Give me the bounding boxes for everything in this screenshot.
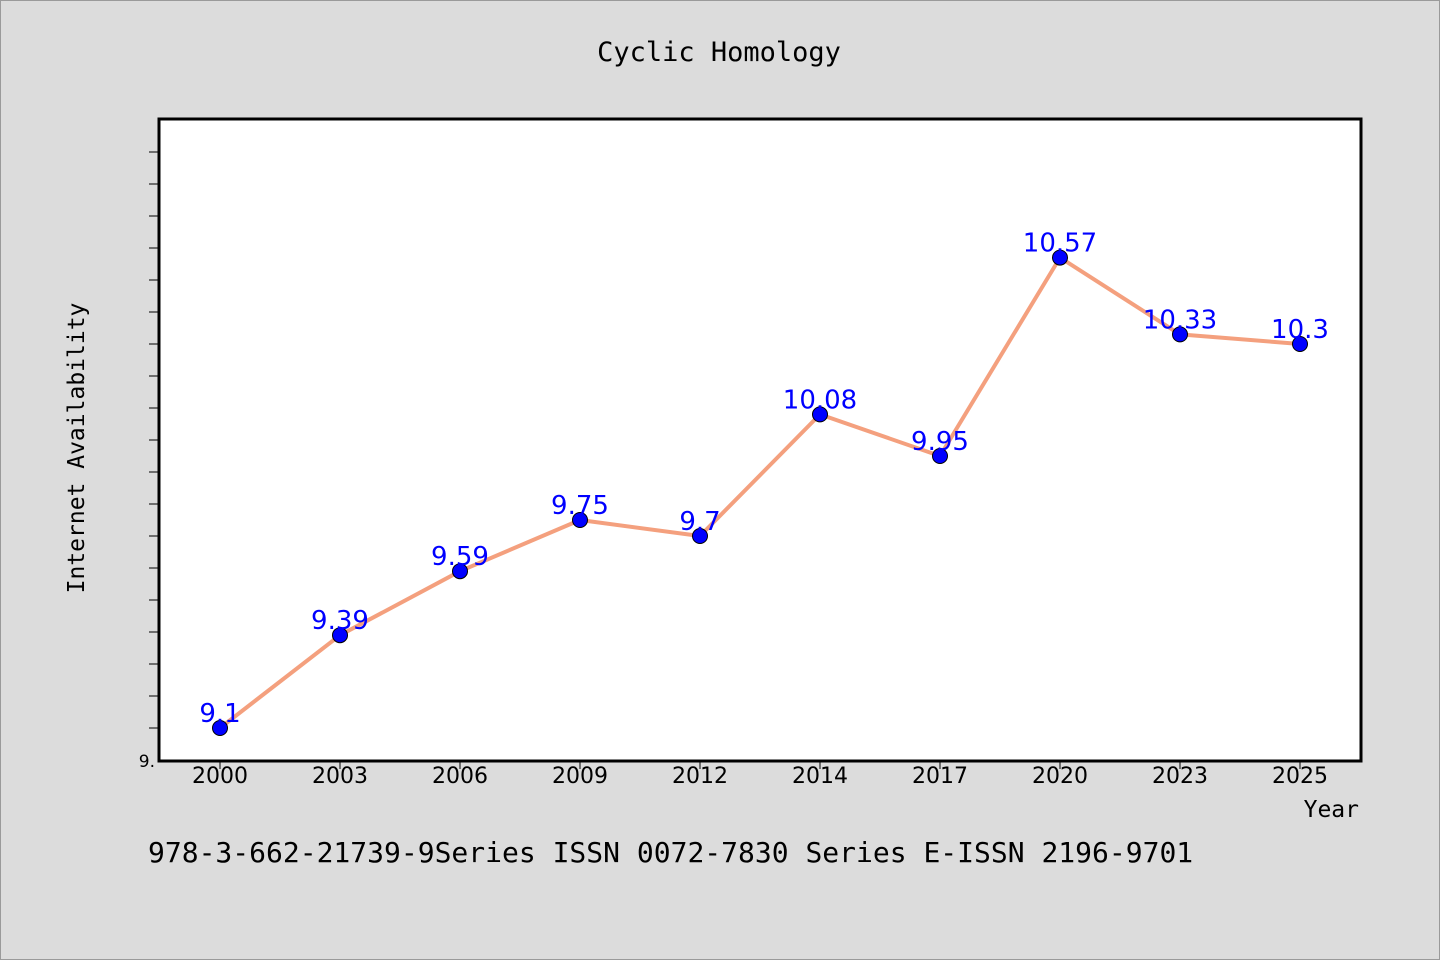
- data-label: 9.1: [199, 699, 240, 729]
- data-point: [692, 528, 708, 544]
- series-1-data-labels: 9.1 9.39 9.59 9.75 9.7 10.08 9.95 10.57 10.33 10.…: [199, 229, 1329, 729]
- series-line: [218, 255, 1302, 730]
- footer-isbn-issn: 978-3-662-21739-9Series ISSN 0072-7830 S…: [148, 836, 1193, 869]
- data-point: [1292, 336, 1308, 352]
- x-tick-label: 2014: [792, 764, 848, 789]
- x-tick-label: 2023: [1152, 764, 1208, 789]
- series-1: [218, 255, 1302, 730]
- x-tick-label: 2012: [672, 764, 728, 789]
- plot-area: [157, 117, 1363, 763]
- x-tick-label: 2000: [192, 764, 248, 789]
- x-tick-label: 2006: [432, 764, 488, 789]
- x-tick-label: 2003: [312, 764, 368, 789]
- data-label: 9.95: [911, 427, 969, 457]
- data-point: [1052, 249, 1068, 266]
- y-axis-label: Internet Availability: [64, 303, 90, 594]
- data-point: [572, 512, 588, 528]
- data-label: 9.75: [551, 491, 609, 521]
- data-point: [332, 627, 348, 644]
- data-label: 9.59: [431, 542, 489, 572]
- data-point: [212, 720, 228, 736]
- data-label: 10.3: [1271, 315, 1329, 345]
- x-axis-label: Year: [1304, 797, 1359, 823]
- data-label: 10.33: [1143, 305, 1217, 335]
- x-tick-label: 2020: [1032, 764, 1088, 789]
- data-point: [932, 448, 948, 464]
- x-tick-label: 2025: [1272, 764, 1328, 789]
- x-tick-label: 2009: [552, 764, 608, 789]
- data-label: 9.39: [311, 606, 369, 636]
- x-tick-label: 2017: [912, 764, 968, 789]
- data-point: [452, 563, 468, 580]
- data-point: [812, 406, 828, 423]
- y-tick-label: 9.: [139, 752, 155, 772]
- data-label: 10.08: [783, 385, 857, 415]
- series-1-markers: [212, 249, 1308, 736]
- data-label: 9.7: [679, 507, 720, 537]
- chart-title: Cyclic Homology: [597, 37, 841, 68]
- data-point: [1172, 326, 1188, 343]
- x-axis-ticks: 2000 2003 2006 2009 2012 2014 2017 2020 2023 2025: [192, 761, 1328, 789]
- data-label: 10.57: [1023, 229, 1097, 259]
- y-axis-ticks: [149, 151, 159, 729]
